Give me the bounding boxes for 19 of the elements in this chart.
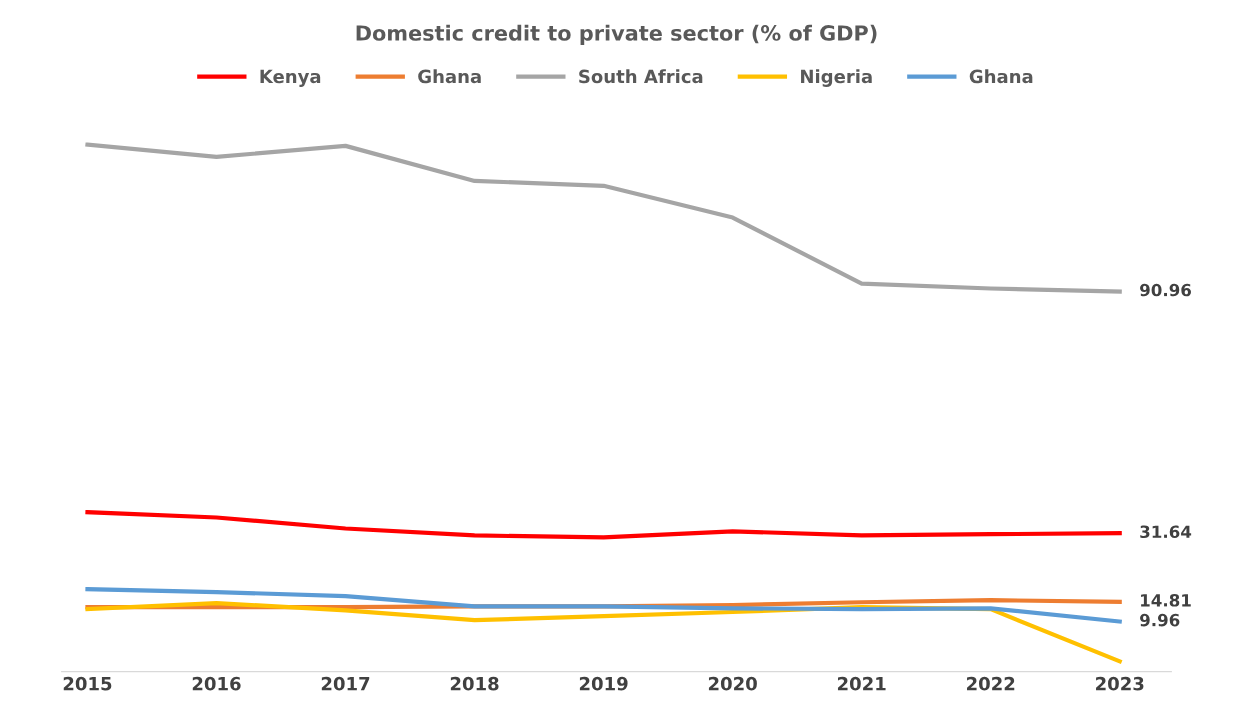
legend-label: Ghana: [969, 69, 1033, 84]
x-tick-label: 2016: [192, 676, 241, 691]
data-label: 14.81: [1141, 594, 1191, 607]
x-tick-label: 2023: [1096, 676, 1144, 691]
legend-label: Ghana: [418, 69, 481, 84]
chart-title: Domestic credit to private sector (% of GDP): [356, 24, 877, 45]
x-tick-label: 2015: [63, 676, 112, 691]
legend-label: South Africa: [579, 69, 703, 84]
x-tick-label: 2018: [450, 676, 499, 691]
data-label: 9.96: [1140, 613, 1180, 627]
legend-label: Kenya: [260, 69, 321, 87]
x-tick-label: 2021: [837, 676, 886, 691]
x-tick-label: 2020: [708, 676, 757, 691]
data-label: 90.96: [1140, 283, 1191, 297]
x-tick-label: 2017: [321, 676, 370, 691]
x-tick-label: 2022: [967, 676, 1015, 691]
legend-label: Nigeria: [801, 69, 872, 87]
data-label: 31.64: [1140, 525, 1192, 539]
x-tick-label: 2019: [579, 676, 628, 691]
